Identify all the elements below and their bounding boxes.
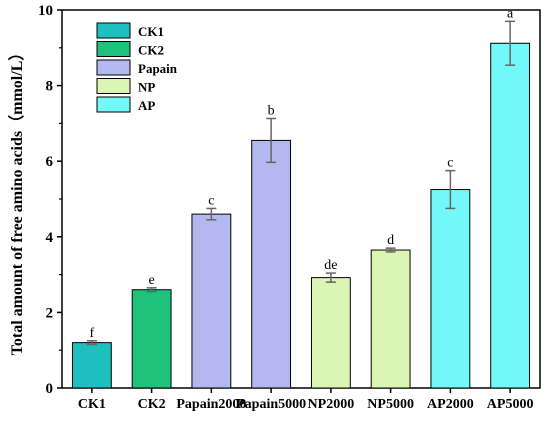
significance-label: f — [90, 326, 95, 341]
x-tick-label: Papain5000 — [236, 397, 306, 412]
y-tick-label: 6 — [46, 154, 54, 170]
significance-label: b — [268, 103, 275, 118]
x-tick-label: NP5000 — [367, 397, 414, 412]
x-tick-label: NP2000 — [308, 397, 355, 412]
legend-swatch-papain — [96, 59, 131, 76]
legend-label: AP — [138, 98, 155, 113]
x-tick-label: Papain2000 — [176, 397, 246, 412]
significance-label: d — [387, 233, 394, 248]
legend-swatch-ck1 — [96, 22, 131, 39]
bar-papain2000 — [191, 213, 232, 389]
y-axis-label: Total amount of free amino acids（mmol/L） — [8, 45, 26, 356]
legend-label: CK2 — [138, 43, 164, 58]
bars: f e c b de d c a — [71, 6, 531, 389]
legend: CK1 CK2 Papain NP AP — [96, 22, 178, 113]
bar-ap5000 — [490, 42, 531, 389]
bar-ck2 — [131, 289, 172, 389]
y-tick-label: 4 — [46, 230, 54, 246]
y-tick-label: 0 — [46, 381, 54, 397]
legend-swatch-ap — [96, 96, 131, 113]
legend-label: NP — [138, 80, 155, 95]
bar-ap2000 — [430, 189, 471, 389]
bar-np2000 — [310, 277, 351, 389]
x-tick-label: AP2000 — [427, 397, 474, 412]
y-tick-label: 8 — [46, 79, 54, 95]
legend-label: CK1 — [138, 24, 164, 39]
significance-label: a — [507, 6, 514, 21]
y-tick-label: 2 — [46, 305, 54, 321]
legend-swatch-np — [96, 78, 131, 94]
significance-label: c — [208, 193, 214, 208]
legend-label: Papain — [138, 61, 178, 76]
significance-label: e — [149, 273, 155, 288]
bar-ck1 — [71, 342, 112, 389]
x-tick-label: AP5000 — [487, 397, 534, 412]
x-tick-label: CK2 — [138, 397, 166, 412]
significance-label: de — [324, 258, 337, 273]
legend-swatch-ck2 — [96, 41, 131, 57]
bar-np5000 — [370, 249, 411, 389]
significance-label: c — [447, 156, 453, 171]
x-tick-label: CK1 — [78, 397, 106, 412]
bar-papain5000 — [251, 139, 292, 389]
y-tick-label: 10 — [38, 3, 53, 19]
